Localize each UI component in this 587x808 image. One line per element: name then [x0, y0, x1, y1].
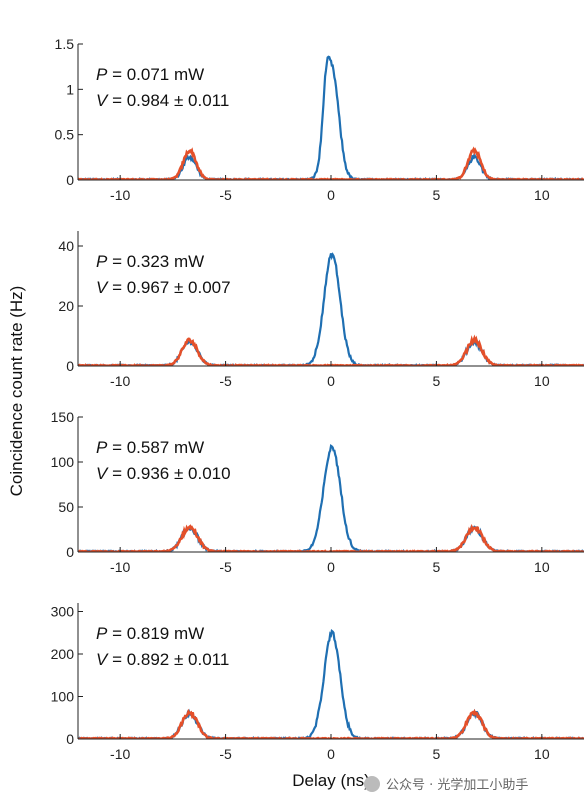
power-annotation: P = 0.819 mW	[96, 624, 204, 643]
visibility-annotation: V = 0.936 ± 0.010	[96, 464, 231, 483]
y-tick-label: 50	[58, 499, 74, 515]
series-blue-line	[78, 443, 584, 552]
x-tick-label: 0	[327, 187, 335, 203]
x-tick-label: 10	[534, 746, 550, 762]
x-tick-label: 5	[433, 373, 441, 389]
watermark-text: 公众号 · 光学加工小助手	[386, 777, 528, 793]
y-tick-label: 0	[66, 731, 74, 747]
x-tick-label: 10	[534, 559, 550, 575]
watermark: 公众号 · 光学加工小助手	[364, 776, 528, 793]
series-blue-line	[78, 629, 584, 739]
x-tick-label: -10	[110, 187, 130, 203]
y-tick-label: 1.5	[55, 36, 75, 52]
x-tick-label: -10	[110, 746, 130, 762]
x-axis-title: Delay (ns)	[292, 771, 369, 790]
panel-1: 0 0.5 1 1.5 -10 -5 0 5 10 P = 0.071 mW V = 0.984 ±…	[55, 36, 584, 203]
x-tick-label: -5	[219, 559, 232, 575]
y-tick-label: 0.5	[55, 127, 75, 143]
panel-2: 0 20 40 -10 -5 0 5 10 P = 0.323 mW V = 0.967 ± 0.…	[58, 231, 584, 389]
wechat-icon	[364, 776, 380, 792]
y-tick-label: 0	[66, 358, 74, 374]
y-tick-label: 20	[58, 298, 74, 314]
x-tick-label: 5	[433, 187, 441, 203]
x-tick-label: 0	[327, 373, 335, 389]
panel-3: 0 50 100 150 -10 -5 0 5 10 P = 0.587 mW V = 0.936 …	[51, 409, 584, 575]
y-tick-label: 40	[58, 238, 74, 254]
y-tick-label: 200	[51, 646, 75, 662]
y-tick-label: 1	[66, 81, 74, 97]
power-annotation: P = 0.587 mW	[96, 438, 204, 457]
x-tick-label: 10	[534, 187, 550, 203]
y-tick-label: 0	[66, 544, 74, 560]
y-tick-label: 150	[51, 409, 75, 425]
y-axis-title: Coincidence count rate (Hz)	[7, 286, 26, 497]
x-tick-label: -10	[110, 559, 130, 575]
power-annotation: P = 0.071 mW	[96, 65, 204, 84]
x-tick-label: -5	[219, 746, 232, 762]
x-tick-label: 0	[327, 746, 335, 762]
x-tick-label: 10	[534, 373, 550, 389]
y-tick-label: 0	[66, 172, 74, 188]
x-tick-label: 5	[433, 559, 441, 575]
x-tick-label: -5	[219, 373, 232, 389]
x-tick-label: 5	[433, 746, 441, 762]
y-tick-label: 300	[51, 604, 75, 620]
power-annotation: P = 0.323 mW	[96, 252, 204, 271]
panel-4: 0 100 200 300 -10 -5 0 5 10 P = 0.819 mW V = 0.892…	[51, 603, 584, 762]
x-tick-label: -5	[219, 187, 232, 203]
visibility-annotation: V = 0.892 ± 0.011	[96, 650, 229, 669]
y-tick-label: 100	[51, 689, 75, 705]
visibility-annotation: V = 0.984 ± 0.011	[96, 91, 229, 110]
x-tick-label: -10	[110, 373, 130, 389]
x-tick-label: 0	[327, 559, 335, 575]
visibility-annotation: V = 0.967 ± 0.007	[96, 278, 231, 297]
y-tick-label: 100	[51, 454, 75, 470]
